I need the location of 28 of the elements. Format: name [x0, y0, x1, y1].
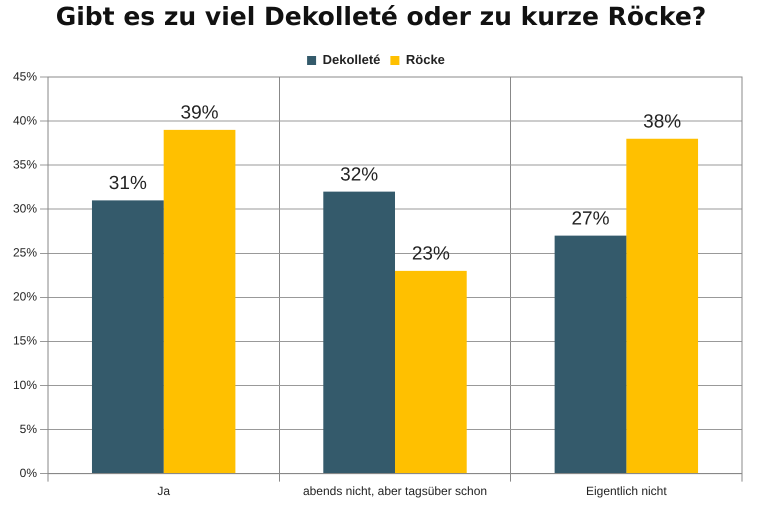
y-tick-label: 10% [12, 378, 38, 392]
bar [323, 192, 396, 474]
data-label: 27% [571, 208, 610, 230]
data-label: 31% [108, 173, 147, 194]
legend-label: Röcke [406, 52, 445, 68]
chart-title: Gibt es zu viel Dekolleté oder zu kurze Röcke? [54, 2, 708, 31]
bar [554, 236, 626, 474]
x-tick-label: Ja [157, 484, 170, 498]
y-tick-label: 45% [12, 69, 38, 84]
x-tick-label: Eigentlich nicht [586, 484, 668, 498]
bar [92, 200, 164, 474]
y-tick-label: 25% [12, 246, 38, 260]
data-label: 39% [180, 102, 219, 124]
y-tick-label: 15% [12, 334, 38, 348]
bar [626, 138, 698, 474]
y-tick-label: 40% [12, 113, 38, 128]
y-tick-label: 35% [12, 157, 38, 172]
data-label: 23% [412, 244, 450, 265]
y-tick-label: 30% [12, 202, 38, 216]
x-tick-label: abends nicht, aber tagsüber schon [302, 484, 488, 498]
y-tick-label: 5% [20, 422, 38, 436]
y-tick-label: 20% [12, 290, 38, 304]
data-label: 32% [340, 164, 378, 186]
bar [164, 130, 236, 474]
data-label: 38% [643, 111, 682, 132]
bar [395, 270, 467, 474]
y-tick-label: 0% [20, 466, 38, 480]
legend-label: Dekolleté [322, 52, 380, 68]
